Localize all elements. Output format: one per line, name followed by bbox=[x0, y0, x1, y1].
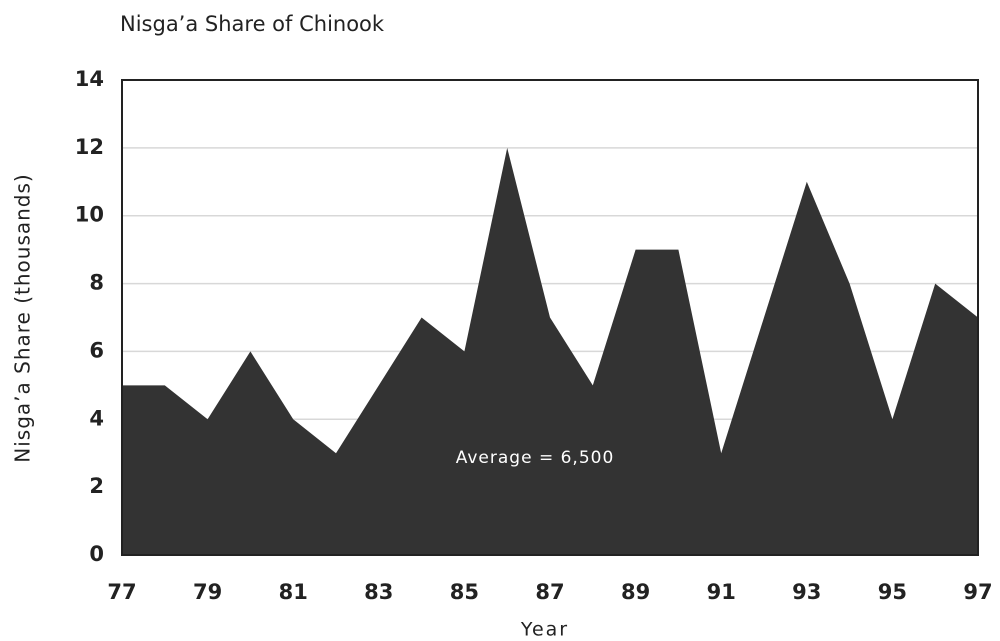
x-tick-label: 97 bbox=[963, 580, 992, 604]
x-tick-label: 91 bbox=[707, 580, 736, 604]
x-tick-label: 89 bbox=[621, 580, 650, 604]
x-tick-label: 87 bbox=[535, 580, 564, 604]
y-axis-label: Nisga’a Share (thousands) bbox=[11, 173, 35, 462]
x-tick-label: 93 bbox=[792, 580, 821, 604]
y-tick-label: 0 bbox=[89, 542, 104, 566]
x-tick-label: 83 bbox=[364, 580, 393, 604]
x-axis-label: Year bbox=[520, 619, 569, 641]
y-tick-label: 2 bbox=[89, 474, 104, 498]
area bbox=[122, 147, 978, 555]
x-tick-label: 85 bbox=[450, 580, 479, 604]
x-tick-label: 79 bbox=[193, 580, 222, 604]
annotation: Average = 6,500 bbox=[456, 448, 615, 468]
x-tick-label: 77 bbox=[107, 580, 136, 604]
y-tick-label: 10 bbox=[75, 203, 104, 227]
y-tick-label: 14 bbox=[75, 67, 104, 91]
y-tick-label: 6 bbox=[89, 338, 104, 362]
chart-title: Nisga’a Share of Chinook bbox=[120, 12, 385, 36]
x-tick-label: 95 bbox=[878, 580, 907, 604]
y-tick-label: 12 bbox=[75, 135, 104, 159]
y-tick-label: 4 bbox=[89, 406, 104, 430]
x-tick-label: 81 bbox=[279, 580, 308, 604]
y-tick-label: 8 bbox=[89, 271, 104, 295]
plot-border bbox=[121, 79, 979, 556]
